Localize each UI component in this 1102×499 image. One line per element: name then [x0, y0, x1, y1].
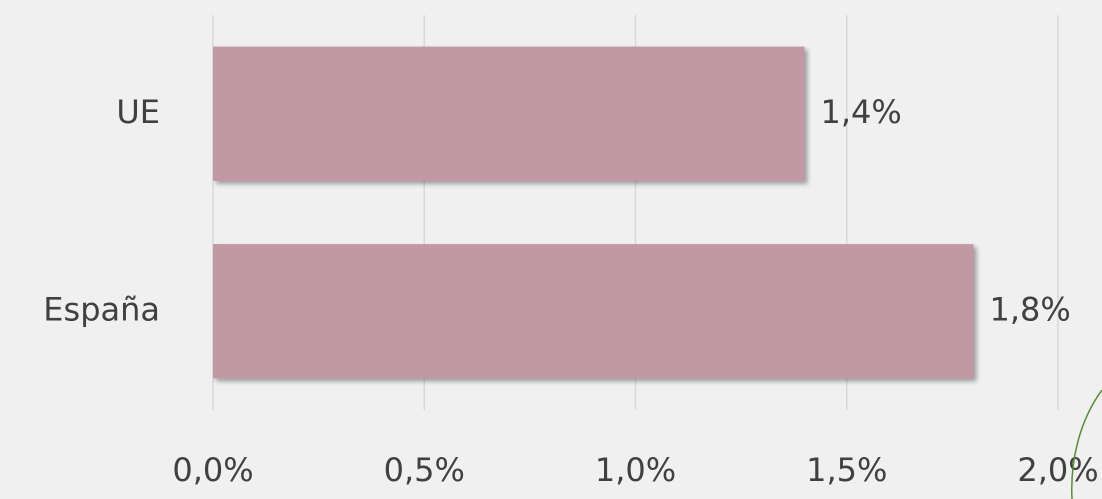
x-tick-label: 1,0% [595, 451, 676, 489]
bars [213, 46, 974, 379]
bar [213, 244, 974, 379]
value-label: 1,4% [821, 93, 902, 131]
value-label: 1,8% [990, 290, 1071, 328]
y-tick-label: España [43, 290, 160, 328]
x-tick-label: 2,0% [1017, 451, 1098, 489]
x-tick-label: 0,0% [172, 451, 253, 489]
labels: 0,0% 0,5% 1,0% 1,5% 2,0% UE 1,4% España 1,8% [43, 93, 1098, 489]
x-tick-label: 1,5% [806, 451, 887, 489]
x-tick-label: 0,5% [384, 451, 465, 489]
y-tick-label: UE [116, 93, 160, 131]
bar [213, 46, 805, 181]
decoration-curve [1071, 389, 1102, 499]
